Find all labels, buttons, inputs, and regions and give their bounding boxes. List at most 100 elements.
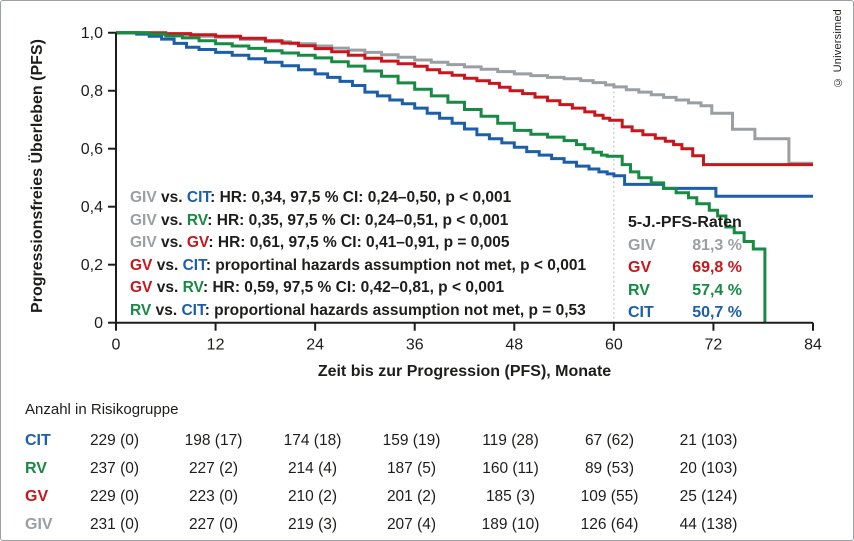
risk-group-label: GV xyxy=(25,488,49,505)
risk-count-cell: 25 (124) xyxy=(679,488,738,505)
risk-group-label: CIT xyxy=(25,432,51,449)
vs-text: vs. xyxy=(156,189,187,206)
group-label: CIT xyxy=(181,301,205,319)
stats-line: GV vs. RV: HR: 0,59, 97,5 % CI: 0,42–0,8… xyxy=(130,277,586,300)
curve-CIT xyxy=(116,31,813,198)
risk-count-cell: 174 (18) xyxy=(283,432,342,449)
risk-count-cell: 198 (17) xyxy=(184,432,243,449)
risk-count-cell: 21 (103) xyxy=(679,432,738,449)
y-tick-label: 0,8 xyxy=(81,83,103,100)
copyright-watermark: © Universimed xyxy=(832,9,844,88)
legend-group-label: CIT xyxy=(628,304,654,322)
risk-count-cell: 237 (0) xyxy=(89,460,140,477)
vs-text: vs. xyxy=(156,211,187,229)
risk-count-cell: 159 (19) xyxy=(382,432,441,449)
legend-rate-value: 57,4 % xyxy=(692,281,742,299)
risk-count-cell: 44 (138) xyxy=(679,516,738,533)
pfs-km-plot: 1,0 0,8 0,6 0,4 0,2 00 12 24 36 48 60 72 84 xyxy=(81,25,822,354)
stats-line: GIV vs. CIT: HR: 0,34, 97,5 % CI: 0,24–0… xyxy=(130,187,586,210)
group-label: RV xyxy=(130,301,152,319)
legend-row: GV 69,8 % xyxy=(628,257,742,280)
risk-table-row: GIV 231 (0) 227 (0) 219 (3) 207 (4) 189 (10) 1… xyxy=(1,511,853,539)
risk-count-cell: 201 (2) xyxy=(386,488,437,505)
stats-text: : HR: 0,35, 97,5 % CI: 0,24–0,51, p < 0,… xyxy=(207,211,509,229)
x-tick-label: 84 xyxy=(804,337,822,354)
risk-group-label: GIV xyxy=(25,516,53,533)
group-label: RV xyxy=(186,211,208,229)
risk-count-cell: 109 (55) xyxy=(580,488,639,505)
x-tick-label: 0 xyxy=(112,337,121,354)
legend-rate-value: 50,7 % xyxy=(692,304,742,322)
stats-line: GV vs. CIT: proportinal hazards assumpti… xyxy=(130,255,586,278)
vs-text: vs. xyxy=(152,256,183,274)
group-label: GV xyxy=(186,234,209,252)
risk-count-cell: 119 (28) xyxy=(482,432,539,449)
hazard-ratio-stats-block: GIV vs. CIT: HR: 0,34, 97,5 % CI: 0,24–0… xyxy=(130,187,586,323)
stats-text: : proportional hazards assumption not me… xyxy=(204,301,586,319)
risk-count-cell: 189 (10) xyxy=(481,516,540,533)
risk-count-cell: 229 (0) xyxy=(89,488,140,505)
group-label: CIT xyxy=(182,256,206,274)
x-tick-label: 24 xyxy=(306,337,324,354)
stats-line: GIV vs. GV: HR: 0,61, 97,5 % CI: 0,41–0,… xyxy=(130,232,586,255)
x-tick-label: 12 xyxy=(207,337,225,354)
legend-row: CIT 50,7 % xyxy=(628,302,742,325)
number-at-risk-table: Anzahl in Risikogruppe CIT 229 (0) 198 (17… xyxy=(1,401,853,539)
vs-text: vs. xyxy=(152,279,183,297)
risk-count-cell: 126 (64) xyxy=(580,516,639,533)
legend-group-label: GV xyxy=(628,259,652,277)
y-tick-label: 0,2 xyxy=(81,257,103,274)
stats-text: : HR: 0,59, 97,5 % CI: 0,42–0,81, p < 0,… xyxy=(202,279,505,297)
y-tick-label: 1,0 xyxy=(81,25,103,42)
legend-title: 5-J.-PFS-Raten xyxy=(628,214,742,231)
risk-count-cell: 67 (62) xyxy=(584,432,635,449)
risk-group-label: RV xyxy=(25,460,47,477)
risk-count-cell: 89 (53) xyxy=(584,460,635,477)
y-tick-label: 0,4 xyxy=(81,199,103,216)
risk-count-cell: 20 (103) xyxy=(679,460,738,477)
risk-count-cell: 223 (0) xyxy=(188,488,239,505)
curve-RV xyxy=(116,31,767,323)
stats-line: GIV vs. RV: HR: 0,35, 97,5 % CI: 0,24–0,… xyxy=(130,210,586,233)
y-axis-title: Progressionsfreies Überleben (PFS) xyxy=(29,39,46,313)
group-label: GV xyxy=(130,256,153,274)
curve-GV xyxy=(116,31,813,167)
group-label: RV xyxy=(182,279,203,297)
group-label: CIT xyxy=(186,189,211,206)
risk-count-cell: 210 (2) xyxy=(287,488,338,505)
risk-table-row: CIT 229 (0) 198 (17) 174 (18) 159 (19) 119 (2… xyxy=(1,427,853,455)
x-tick-label: 72 xyxy=(705,337,723,354)
risk-count-cell: 185 (3) xyxy=(485,488,536,505)
risk-count-cell: 227 (2) xyxy=(188,460,239,477)
risk-count-cell: 229 (0) xyxy=(89,432,140,449)
y-tick-label: 0 xyxy=(94,315,103,332)
five-year-pfs-legend: 5-J.-PFS-Raten GIV 81,3 % GV 69,8 % RV 57,4 %… xyxy=(628,212,742,325)
risk-count-cell: 219 (3) xyxy=(287,516,338,533)
x-axis-title: Zeit bis zur Progression (PFS), Monate xyxy=(317,363,612,380)
x-tick-label: 60 xyxy=(605,337,623,354)
group-label: GIV xyxy=(130,234,157,252)
vs-text: vs. xyxy=(156,234,187,252)
vs-text: vs. xyxy=(151,301,182,319)
risk-table-row: GV 229 (0) 223 (0) 210 (2) 201 (2) 185 (3) 109… xyxy=(1,483,853,511)
stats-text: : HR: 0,34, 97,5 % CI: 0,24–0,50, p < 0,… xyxy=(210,189,512,206)
risk-count-cell: 227 (0) xyxy=(188,516,239,533)
stats-line: RV vs. CIT: proportional hazards assumpt… xyxy=(130,300,586,323)
risk-count-cell: 214 (4) xyxy=(287,460,338,477)
risk-table-row: RV 237 (0) 227 (2) 214 (4) 187 (5) 160 (11) 89… xyxy=(1,455,853,483)
risk-count-cell: 187 (5) xyxy=(386,460,437,477)
legend-row: RV 57,4 % xyxy=(628,280,742,303)
risk-count-cell: 231 (0) xyxy=(89,516,140,533)
group-label: GV xyxy=(130,279,153,297)
risk-table-title: Anzahl in Risikogruppe xyxy=(25,401,179,418)
legend-rate-value: 69,8 % xyxy=(692,259,742,277)
legend-group-label: GIV xyxy=(628,236,656,254)
group-label: GIV xyxy=(130,189,157,206)
x-tick-label: 48 xyxy=(505,337,523,354)
group-label: GIV xyxy=(130,211,157,229)
legend-rate-value: 81,3 % xyxy=(692,236,742,254)
stats-text: : HR: 0,61, 97,5 % CI: 0,41–0,91, p = 0,… xyxy=(208,234,510,252)
stats-text: : proportinal hazards assumption not met… xyxy=(205,256,587,274)
risk-count-cell: 207 (4) xyxy=(386,516,437,533)
